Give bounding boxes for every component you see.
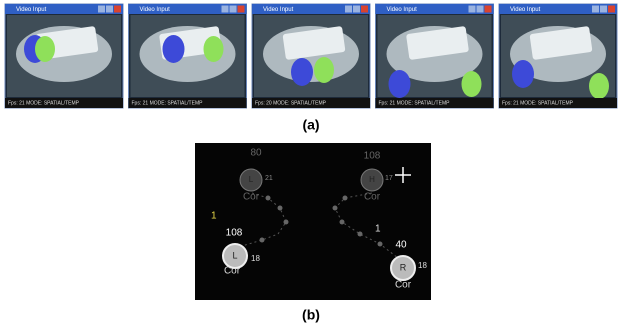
min-button xyxy=(98,6,105,13)
right-hand xyxy=(314,57,334,83)
window-title: Video Input xyxy=(387,7,418,13)
hand-letter: L xyxy=(232,250,237,260)
min-button xyxy=(222,6,229,13)
max-button xyxy=(477,6,484,13)
min-button xyxy=(469,6,476,13)
close-button xyxy=(608,6,615,13)
right-hand xyxy=(462,71,482,97)
min-button xyxy=(345,6,352,13)
size: 18 xyxy=(251,254,260,263)
caption: (b) xyxy=(302,307,320,323)
index: 1 xyxy=(375,224,381,235)
right-hand xyxy=(35,36,55,62)
min-button xyxy=(592,6,599,13)
right-hand xyxy=(204,36,224,62)
hand-letter: L xyxy=(249,175,254,184)
count: 40 xyxy=(395,240,407,251)
size: 21 xyxy=(265,175,273,182)
status-text: Fps: 21 MODE: SPATIAL/TEMP xyxy=(379,100,451,106)
close-button xyxy=(114,6,121,13)
close-button xyxy=(238,6,245,13)
hand-letter: H xyxy=(369,175,375,184)
size: 17 xyxy=(385,175,393,182)
hand-letter: R xyxy=(400,262,407,272)
window-title: Video Input xyxy=(16,7,47,13)
video-window: Video Input Fps: 21 MODE: SPATIAL/TEMP xyxy=(5,4,123,108)
status-text: Fps: 21 MODE: SPATIAL/TEMP xyxy=(132,100,204,106)
max-button xyxy=(230,6,237,13)
index: 1 xyxy=(211,211,217,222)
close-button xyxy=(485,6,492,13)
count: 80 xyxy=(250,148,262,159)
window-title: Video Input xyxy=(263,7,294,13)
max-button xyxy=(600,6,607,13)
left-hand xyxy=(512,60,534,88)
left-hand xyxy=(291,58,313,86)
status-text: Fps: 21 MODE: SPATIAL/TEMP xyxy=(8,100,80,106)
video-window: Video Input Fps: 21 MODE: SPATIAL/TEMP xyxy=(129,4,247,108)
status-text: Fps: 21 MODE: SPATIAL/TEMP xyxy=(502,100,574,106)
video-window: Video Input Fps: 20 MODE: SPATIAL/TEMP xyxy=(252,4,370,108)
hand-label: Cor xyxy=(395,280,412,291)
size: 18 xyxy=(418,261,427,270)
max-button xyxy=(106,6,113,13)
left-hand xyxy=(163,35,185,63)
figure: (a) 80 L 21 Cor 108 H 17 Cor 1 108 L 18 … xyxy=(0,0,622,327)
video-window: Video Input Fps: 21 MODE: SPATIAL/TEMP xyxy=(376,4,494,108)
window-title: Video Input xyxy=(510,7,541,13)
hand-label: Cor xyxy=(224,266,241,277)
hand-label: Cor xyxy=(364,192,381,203)
count: 108 xyxy=(226,228,243,239)
video-window: Video Input Fps: 21 MODE: SPATIAL/TEMP xyxy=(499,4,617,108)
hand-label: Cor xyxy=(243,192,260,203)
close-button xyxy=(361,6,368,13)
left-hand xyxy=(389,70,411,98)
window-title: Video Input xyxy=(140,7,171,13)
caption: (a) xyxy=(302,117,319,133)
count: 108 xyxy=(364,151,381,162)
max-button xyxy=(353,6,360,13)
status-text: Fps: 20 MODE: SPATIAL/TEMP xyxy=(255,100,327,106)
right-hand xyxy=(589,73,609,99)
